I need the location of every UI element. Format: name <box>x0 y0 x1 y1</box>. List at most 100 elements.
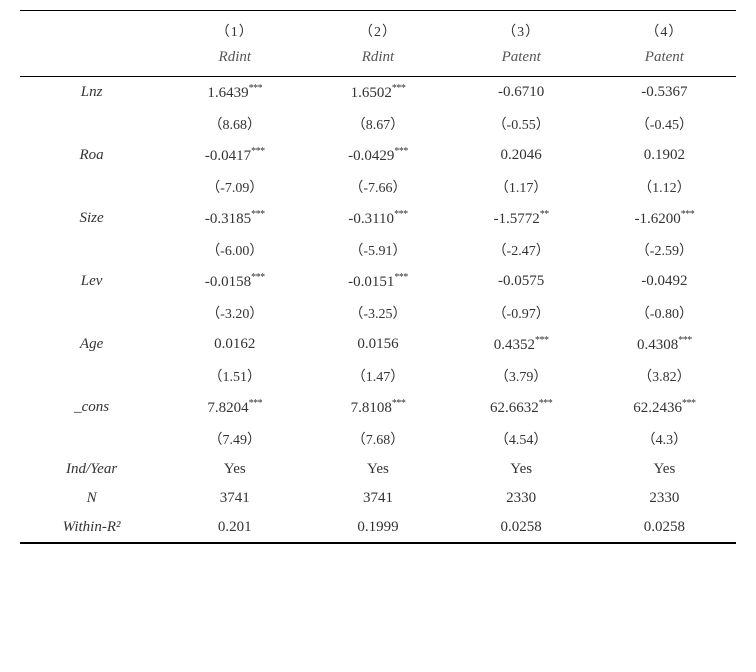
coef-cell: -0.0575 <box>450 266 593 297</box>
row-label: Roa <box>20 140 163 171</box>
tstat-cell: （1.51） <box>163 360 306 392</box>
value-cell: 0.201 <box>163 513 306 543</box>
tstat-cell: （-6.00） <box>163 234 306 266</box>
tstat-cell: （7.49） <box>163 423 306 455</box>
tstat-cell: （-5.91） <box>306 234 449 266</box>
coef-cell: 0.0156 <box>306 329 449 360</box>
table-row: （-7.09）（-7.66）（1.17）（1.12） <box>20 171 736 203</box>
empty-cell <box>20 297 163 329</box>
tstat-cell: （-2.59） <box>593 234 736 266</box>
col-var-4: Patent <box>593 45 736 77</box>
value-cell: Yes <box>163 455 306 484</box>
table-row: Within-R²0.2010.19990.02580.0258 <box>20 513 736 543</box>
tstat-cell: （-0.80） <box>593 297 736 329</box>
table-row: Roa-0.0417***-0.0429***0.20460.1902 <box>20 140 736 171</box>
col-num-2: （2） <box>306 11 449 46</box>
empty-cell <box>20 234 163 266</box>
table-row: （8.68）（8.67）（-0.55）（-0.45） <box>20 108 736 140</box>
regression-table: （1） （2） （3） （4） Rdint Rdint Patent Paten… <box>20 10 736 544</box>
row-label: N <box>20 484 163 513</box>
tstat-cell: （3.79） <box>450 360 593 392</box>
row-label: Age <box>20 329 163 360</box>
table-body: Lnz1.6439***1.6502***-0.6710-0.5367（8.68… <box>20 77 736 544</box>
coef-cell: 1.6439*** <box>163 77 306 109</box>
tstat-cell: （-0.55） <box>450 108 593 140</box>
table-row: （1.51）（1.47）（3.79）（3.82） <box>20 360 736 392</box>
header-empty-cell <box>20 11 163 46</box>
empty-cell <box>20 360 163 392</box>
col-var-1: Rdint <box>163 45 306 77</box>
row-label: Ind/Year <box>20 455 163 484</box>
col-var-2: Rdint <box>306 45 449 77</box>
tstat-cell: （-2.47） <box>450 234 593 266</box>
header-row-vars: Rdint Rdint Patent Patent <box>20 45 736 77</box>
row-label: Lnz <box>20 77 163 109</box>
value-cell: 0.1999 <box>306 513 449 543</box>
table-row: Lev-0.0158***-0.0151***-0.0575-0.0492 <box>20 266 736 297</box>
value-cell: 2330 <box>450 484 593 513</box>
value-cell: Yes <box>593 455 736 484</box>
row-label: _cons <box>20 392 163 423</box>
tstat-cell: （4.3） <box>593 423 736 455</box>
value-cell: 0.0258 <box>450 513 593 543</box>
table-row: （-6.00）（-5.91）（-2.47）（-2.59） <box>20 234 736 266</box>
table-row: N3741374123302330 <box>20 484 736 513</box>
coef-cell: -1.5772** <box>450 203 593 234</box>
row-label: Within-R² <box>20 513 163 543</box>
tstat-cell: （7.68） <box>306 423 449 455</box>
header-row-numbers: （1） （2） （3） （4） <box>20 11 736 46</box>
tstat-cell: （-7.09） <box>163 171 306 203</box>
value-cell: 2330 <box>593 484 736 513</box>
table-row: Age0.01620.01560.4352***0.4308*** <box>20 329 736 360</box>
value-cell: Yes <box>450 455 593 484</box>
coef-cell: 0.4308*** <box>593 329 736 360</box>
tstat-cell: （1.17） <box>450 171 593 203</box>
empty-cell <box>20 423 163 455</box>
coef-cell: -0.3110*** <box>306 203 449 234</box>
col-num-3: （3） <box>450 11 593 46</box>
tstat-cell: （-0.45） <box>593 108 736 140</box>
table-row: Lnz1.6439***1.6502***-0.6710-0.5367 <box>20 77 736 109</box>
tstat-cell: （4.54） <box>450 423 593 455</box>
header-empty-cell-2 <box>20 45 163 77</box>
coef-cell: -0.6710 <box>450 77 593 109</box>
tstat-cell: （-0.97） <box>450 297 593 329</box>
coef-cell: 0.2046 <box>450 140 593 171</box>
coef-cell: 62.2436*** <box>593 392 736 423</box>
empty-cell <box>20 171 163 203</box>
tstat-cell: （8.68） <box>163 108 306 140</box>
value-cell: 3741 <box>163 484 306 513</box>
coef-cell: -0.5367 <box>593 77 736 109</box>
tstat-cell: （1.47） <box>306 360 449 392</box>
tstat-cell: （-3.20） <box>163 297 306 329</box>
col-var-3: Patent <box>450 45 593 77</box>
row-label: Lev <box>20 266 163 297</box>
coef-cell: 62.6632*** <box>450 392 593 423</box>
value-cell: 0.0258 <box>593 513 736 543</box>
coef-cell: 0.4352*** <box>450 329 593 360</box>
coef-cell: -0.0417*** <box>163 140 306 171</box>
table-row: （7.49）（7.68）（4.54）（4.3） <box>20 423 736 455</box>
coef-cell: -0.0429*** <box>306 140 449 171</box>
table-row: _cons7.8204***7.8108***62.6632***62.2436… <box>20 392 736 423</box>
value-cell: 3741 <box>306 484 449 513</box>
row-label: Size <box>20 203 163 234</box>
coef-cell: -0.0492 <box>593 266 736 297</box>
value-cell: Yes <box>306 455 449 484</box>
coef-cell: 7.8204*** <box>163 392 306 423</box>
coef-cell: -1.6200*** <box>593 203 736 234</box>
col-num-1: （1） <box>163 11 306 46</box>
coef-cell: -0.3185*** <box>163 203 306 234</box>
coef-cell: 0.1902 <box>593 140 736 171</box>
coef-cell: 0.0162 <box>163 329 306 360</box>
table-row: Size-0.3185***-0.3110***-1.5772**-1.6200… <box>20 203 736 234</box>
empty-cell <box>20 108 163 140</box>
tstat-cell: （8.67） <box>306 108 449 140</box>
tstat-cell: （-7.66） <box>306 171 449 203</box>
tstat-cell: （-3.25） <box>306 297 449 329</box>
table-row: Ind/YearYesYesYesYes <box>20 455 736 484</box>
tstat-cell: （1.12） <box>593 171 736 203</box>
col-num-4: （4） <box>593 11 736 46</box>
coef-cell: 1.6502*** <box>306 77 449 109</box>
table-row: （-3.20）（-3.25）（-0.97）（-0.80） <box>20 297 736 329</box>
